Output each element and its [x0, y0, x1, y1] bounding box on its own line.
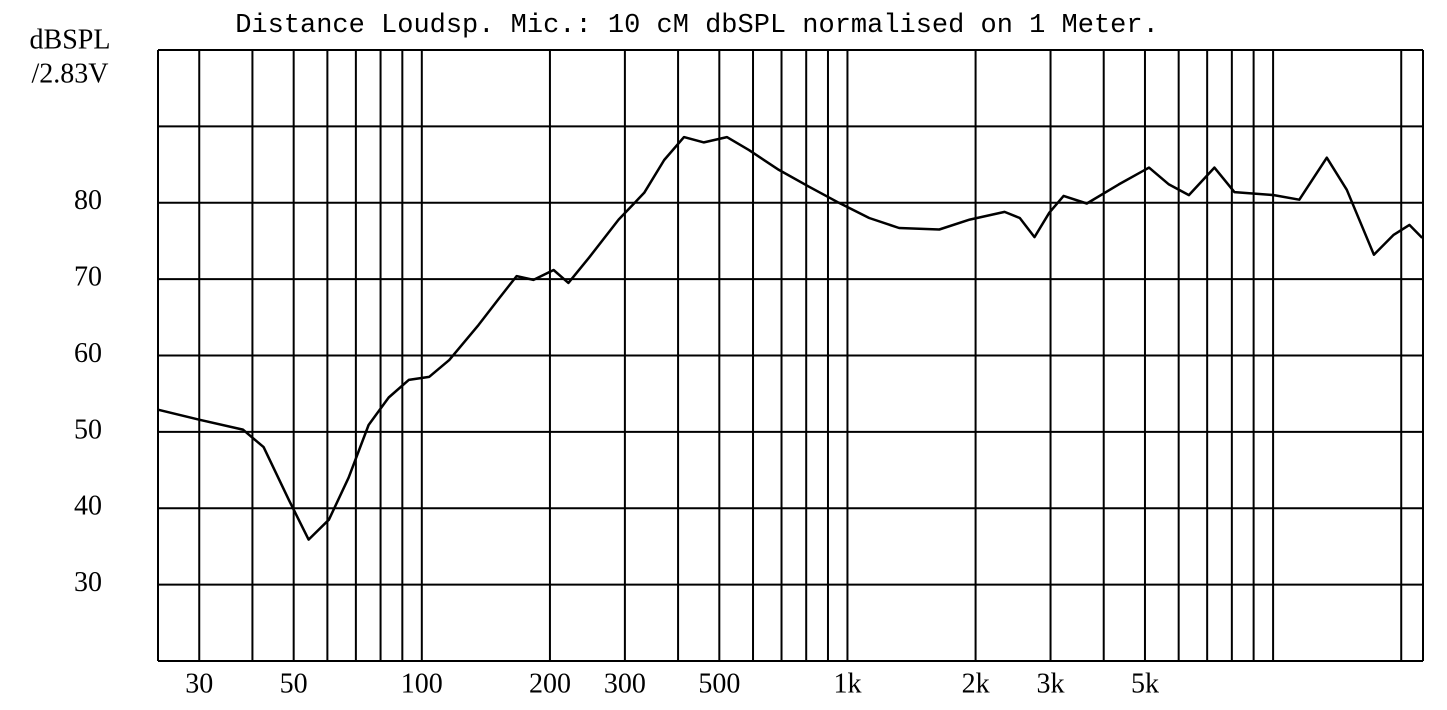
x-tick-label: 500: [698, 668, 740, 699]
x-tick-label: 300: [604, 668, 646, 699]
x-tick-label: 200: [529, 668, 571, 699]
x-tick-label: 30: [185, 668, 213, 699]
x-tick-label: 1k: [833, 668, 861, 699]
x-tick-label: 5k: [1131, 668, 1159, 699]
x-tick-label: 50: [280, 668, 308, 699]
x-tick-label: 2k: [962, 668, 990, 699]
y-tick-label: 50: [74, 414, 102, 445]
y-axis-label: /2.83V: [32, 58, 109, 89]
response-curve: [157, 135, 1424, 541]
y-tick-label: 60: [74, 338, 102, 369]
y-tick-label: 40: [74, 491, 102, 522]
x-tick-label: 100: [401, 668, 443, 699]
y-tick-label: 80: [74, 185, 102, 216]
y-tick-label: 70: [74, 262, 102, 293]
y-tick-label: 30: [74, 567, 102, 598]
x-tick-label: 3k: [1037, 668, 1065, 699]
y-axis-label: dBSPL: [30, 24, 111, 55]
chart-title: Distance Loudsp. Mic.: 10 cM dbSPL norma…: [235, 11, 1159, 41]
